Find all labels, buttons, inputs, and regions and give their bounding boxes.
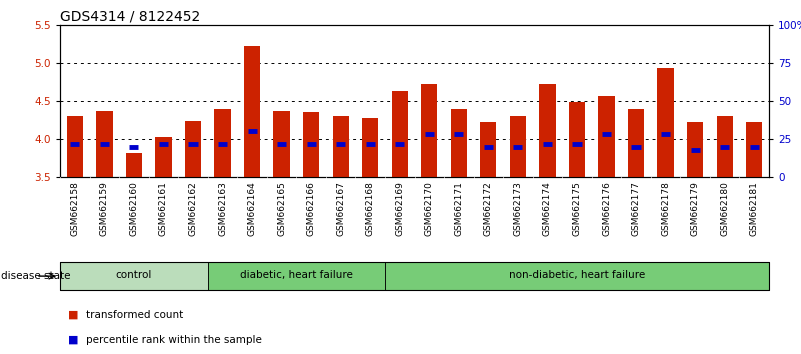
Bar <box>451 108 467 177</box>
Text: GSM662161: GSM662161 <box>159 181 168 236</box>
Text: transformed count: transformed count <box>86 310 183 320</box>
Text: GSM662166: GSM662166 <box>307 181 316 236</box>
Bar <box>332 116 348 177</box>
Text: GSM662172: GSM662172 <box>484 181 493 236</box>
Text: GSM662168: GSM662168 <box>366 181 375 236</box>
Bar <box>421 84 437 177</box>
Text: GSM662160: GSM662160 <box>130 181 139 236</box>
Text: GSM662169: GSM662169 <box>395 181 405 236</box>
Bar <box>244 46 260 177</box>
Text: GSM662179: GSM662179 <box>690 181 699 236</box>
Bar <box>362 118 378 177</box>
Text: GSM662171: GSM662171 <box>454 181 463 236</box>
Text: GSM662167: GSM662167 <box>336 181 345 236</box>
Text: GSM662165: GSM662165 <box>277 181 286 236</box>
Text: GSM662180: GSM662180 <box>720 181 729 236</box>
Bar <box>658 68 674 177</box>
Bar <box>392 91 408 177</box>
Text: GDS4314 / 8122452: GDS4314 / 8122452 <box>60 10 200 24</box>
Bar <box>273 111 290 177</box>
Text: disease state: disease state <box>1 271 70 281</box>
Text: percentile rank within the sample: percentile rank within the sample <box>86 335 262 345</box>
Bar <box>717 116 733 177</box>
Text: GSM662175: GSM662175 <box>573 181 582 236</box>
Bar <box>155 137 171 177</box>
Text: ■: ■ <box>68 310 78 320</box>
Text: GSM662159: GSM662159 <box>100 181 109 236</box>
Text: non-diabetic, heart failure: non-diabetic, heart failure <box>509 270 645 280</box>
Bar <box>687 122 703 177</box>
Bar <box>746 122 763 177</box>
Text: GSM662170: GSM662170 <box>425 181 434 236</box>
Bar <box>509 116 526 177</box>
Text: control: control <box>115 270 152 280</box>
Text: GSM662173: GSM662173 <box>513 181 522 236</box>
Bar <box>481 122 497 177</box>
Bar <box>628 108 644 177</box>
Text: GSM662178: GSM662178 <box>661 181 670 236</box>
Bar <box>598 96 614 177</box>
Text: ■: ■ <box>68 335 78 345</box>
Bar <box>303 112 320 177</box>
Bar <box>60 262 207 290</box>
Bar <box>96 111 112 177</box>
Text: GSM662176: GSM662176 <box>602 181 611 236</box>
Bar <box>385 262 769 290</box>
Text: GSM662177: GSM662177 <box>631 181 641 236</box>
Text: GSM662162: GSM662162 <box>188 181 198 236</box>
Text: GSM662163: GSM662163 <box>218 181 227 236</box>
Text: GSM662158: GSM662158 <box>70 181 79 236</box>
Bar <box>126 153 142 177</box>
Text: GSM662174: GSM662174 <box>543 181 552 236</box>
Text: diabetic, heart failure: diabetic, heart failure <box>240 270 352 280</box>
Text: GSM662164: GSM662164 <box>248 181 256 236</box>
Bar <box>215 108 231 177</box>
Bar <box>66 116 83 177</box>
Bar <box>207 262 385 290</box>
Bar <box>185 121 201 177</box>
Bar <box>539 84 556 177</box>
Bar <box>569 102 585 177</box>
Text: GSM662181: GSM662181 <box>750 181 759 236</box>
